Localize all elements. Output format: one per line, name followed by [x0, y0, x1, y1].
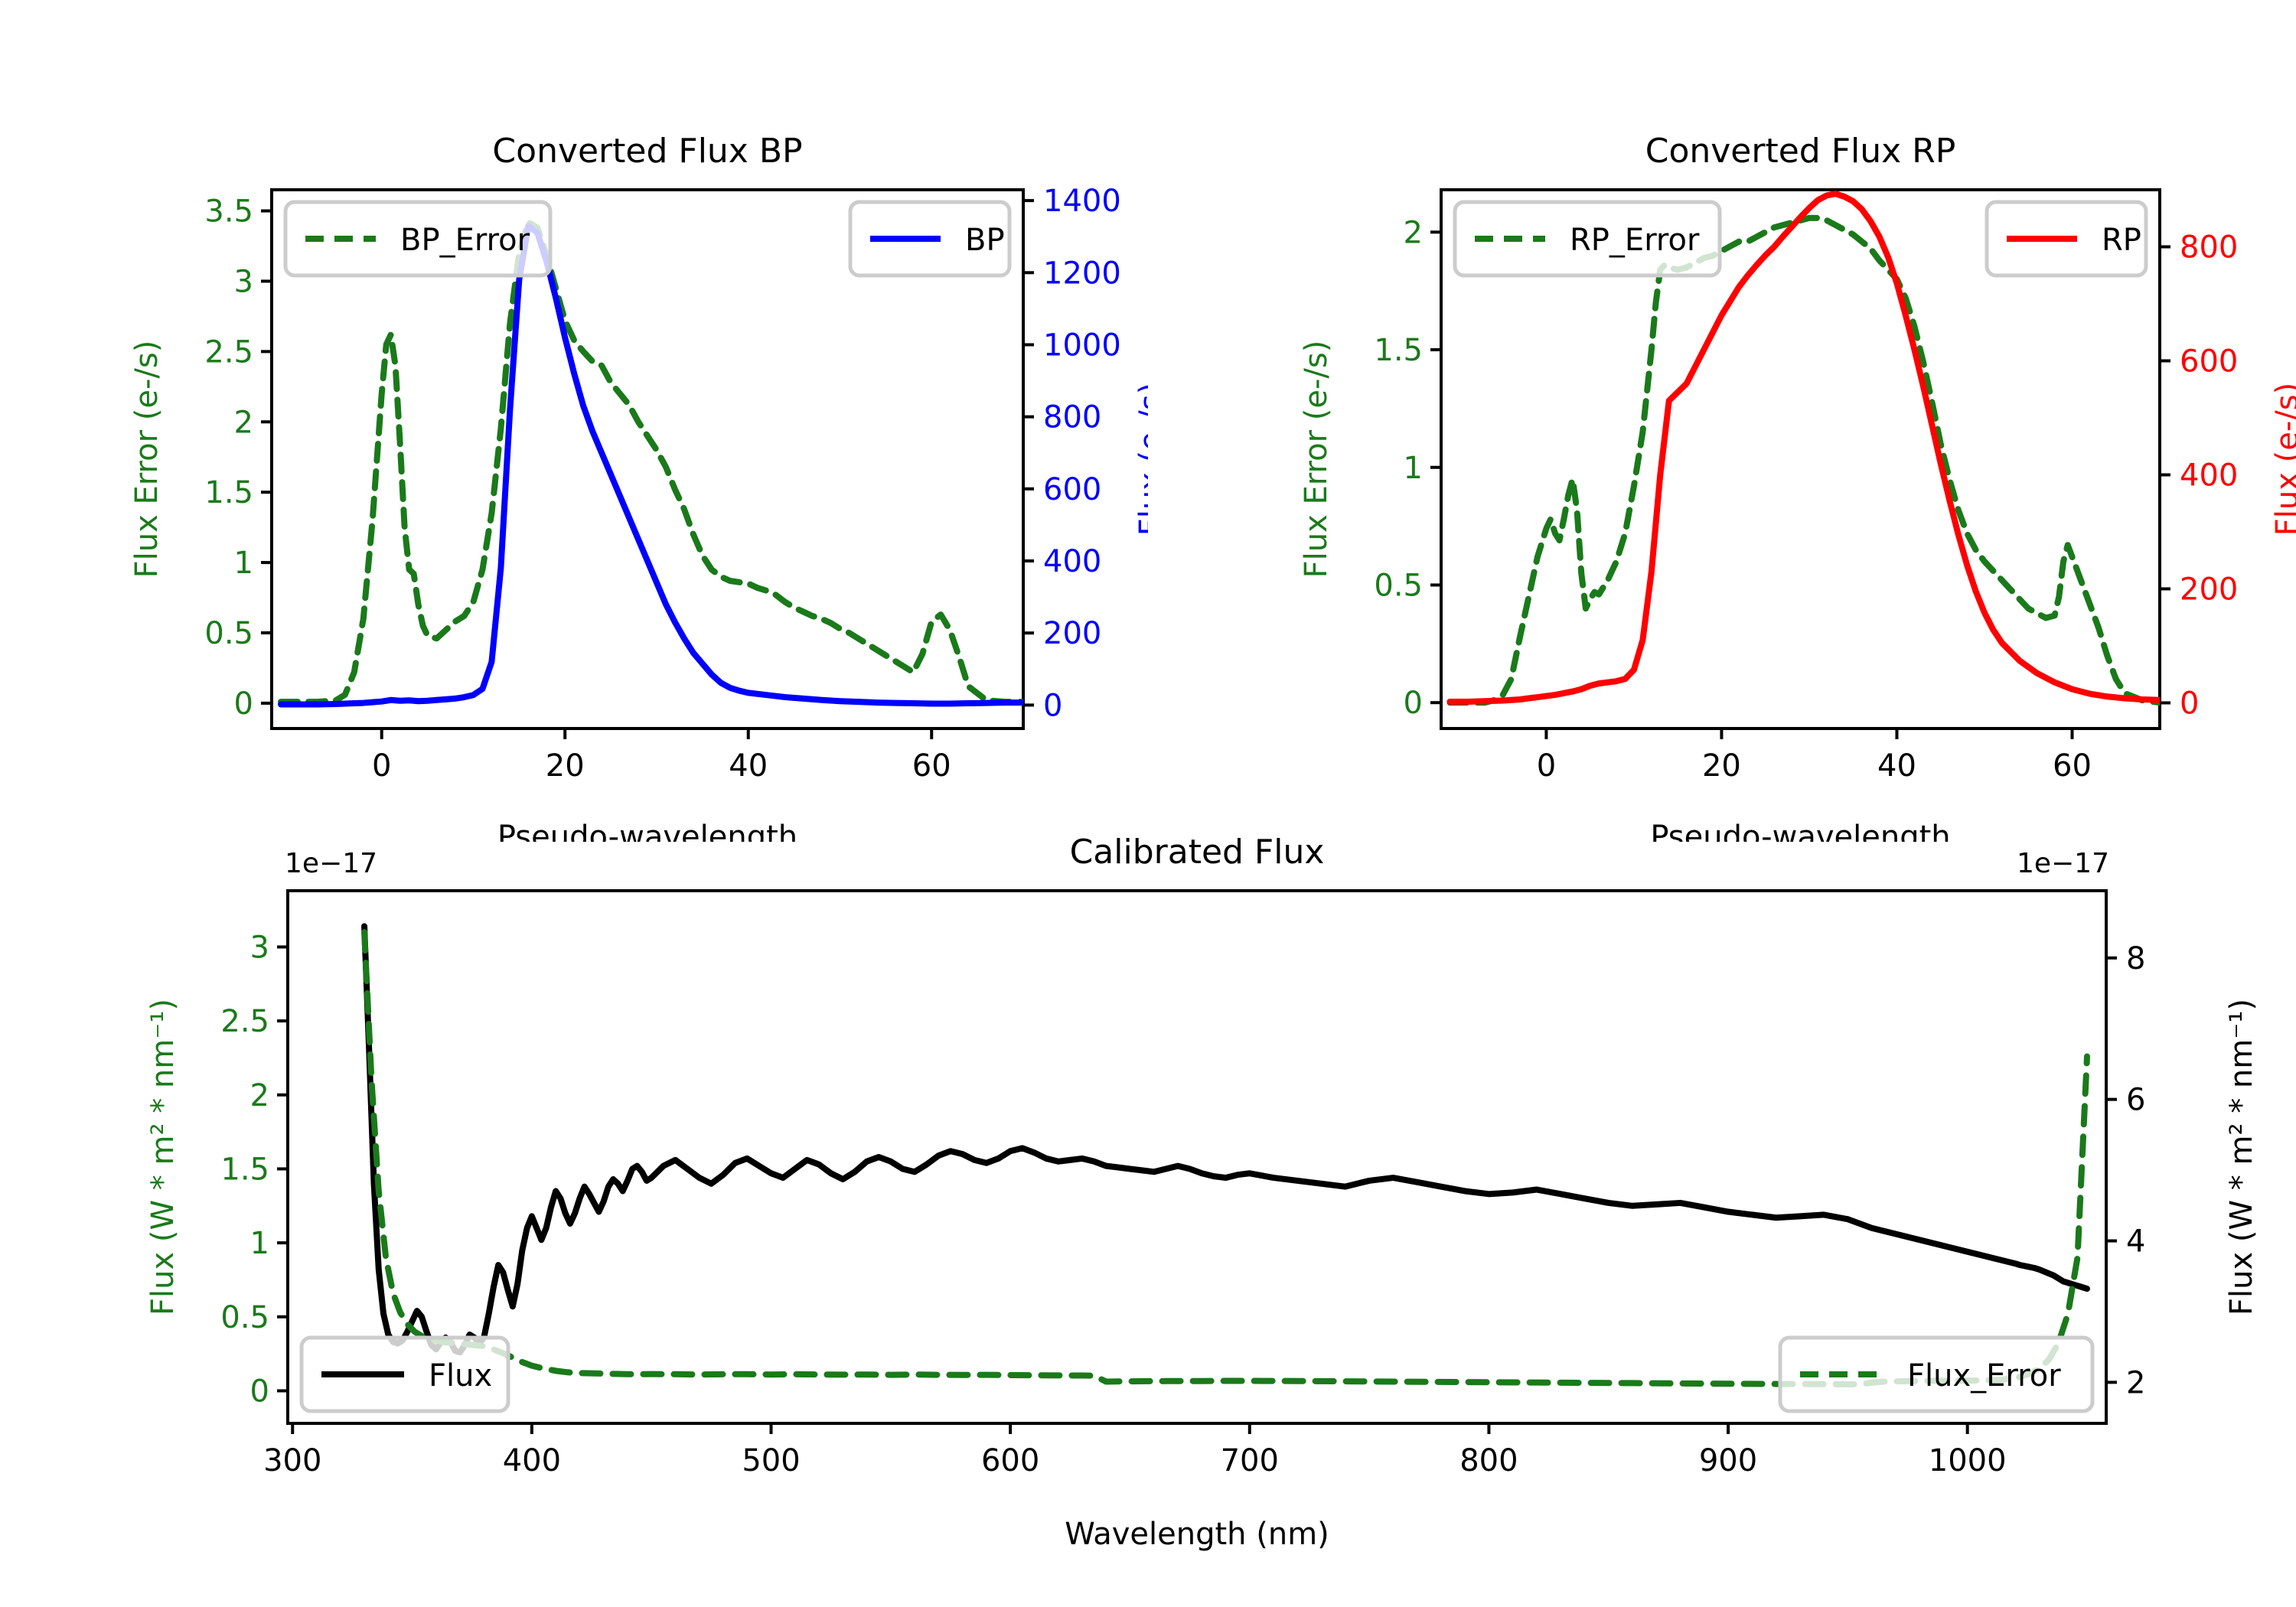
y-tick-label-left: 2 — [234, 405, 253, 440]
panel-converted-flux-rp: 0 20 40 60 0 0.5 1 1.5 2 0 200 400 600 800 Converted F… — [1148, 0, 2296, 842]
chart-title: Converted Flux RP — [1645, 132, 1956, 171]
y-tick-label-left: 0 — [250, 1374, 269, 1409]
x-tick-label: 900 — [1699, 1443, 1757, 1478]
y-tick-label-left: 3 — [250, 930, 269, 965]
legend-box — [283, 200, 553, 278]
x-tick-label: 60 — [2053, 748, 2092, 784]
y-axis-label-left: Flux Error (e-/s) — [129, 341, 165, 579]
y-tick-label-left: 3 — [234, 264, 253, 299]
offset-text-left: 1e−17 — [285, 848, 377, 879]
y-tick-label-left: 1.5 — [204, 475, 253, 510]
x-tick-label: 500 — [742, 1443, 800, 1478]
legend-label: RP_Error — [1570, 223, 1700, 258]
series-line-flux — [361, 923, 2090, 1356]
y-tick-label-left: 2.5 — [204, 334, 253, 370]
series-line-rp — [1446, 191, 2160, 705]
y-tick-label-right: 800 — [2180, 230, 2238, 265]
y-tick-label-right: 400 — [1043, 544, 1101, 579]
x-axis-label: Pseudo-wavelength — [1650, 820, 1950, 842]
y-tick-label-left: 1.5 — [220, 1152, 269, 1187]
x-tick-label: 40 — [1877, 748, 1916, 784]
y-tick-label-right: 800 — [1043, 400, 1101, 435]
y-tick-label-right: 600 — [2180, 344, 2238, 379]
y-tick-label-right: 2 — [2126, 1365, 2145, 1400]
chart-title: Converted Flux BP — [492, 132, 802, 171]
legend-bp_error[interactable]: BP_Error — [283, 200, 553, 278]
y-tick-label-left: 1.5 — [1374, 333, 1423, 368]
chart-title: Calibrated Flux — [1070, 833, 1325, 872]
x-axis-label: Wavelength (nm) — [1065, 1517, 1329, 1552]
x-tick-label: 20 — [1702, 748, 1741, 784]
y-tick-label-right: 1000 — [1043, 328, 1121, 363]
y-tick-label-left: 2.5 — [220, 1004, 269, 1039]
x-tick-label: 600 — [981, 1443, 1039, 1478]
legend-flux_error[interactable]: Flux_Error — [1778, 1335, 2095, 1413]
y-tick-label-left: 2 — [1404, 215, 1423, 250]
x-tick-label: 20 — [546, 748, 585, 784]
x-tick-label: 700 — [1221, 1443, 1279, 1478]
legend-rp[interactable]: RP — [1985, 200, 2148, 278]
y-tick-label-right: 0 — [2180, 686, 2199, 721]
x-tick-label: 40 — [729, 748, 768, 784]
y-tick-label-left: 0 — [1404, 686, 1423, 721]
x-tick-label: 60 — [912, 748, 951, 784]
x-tick-label: 0 — [1537, 748, 1556, 784]
legend-label: BP — [965, 223, 1005, 258]
series-line-bp — [277, 223, 1023, 708]
y-tick-label-right: 1400 — [1043, 184, 1121, 219]
y-tick-label-left: 1 — [1404, 451, 1423, 486]
chart-bp-svg: 0 20 40 6000.511.522.533.502004006008001000… — [129, 132, 1148, 842]
y-tick-label-left: 0 — [234, 686, 253, 722]
y-tick-label-left: 3.5 — [204, 194, 253, 230]
legend-label: RP — [2102, 223, 2141, 258]
legend-label: BP_Error — [400, 223, 530, 258]
y-tick-label-right: 4 — [2126, 1224, 2145, 1260]
y-tick-label-left: 1 — [250, 1226, 269, 1261]
panel-converted-flux-bp: 0 20 40 60 0 0.5 1 1.5 2 2.5 3 3.5 0 200 400 600 800 1000… — [0, 0, 1148, 842]
y-tick-label-right: 400 — [2180, 458, 2238, 493]
y-tick-label-right: 6 — [2126, 1083, 2145, 1118]
plot-frame — [286, 889, 2108, 1425]
y-axis-label-left: Flux Error (e-/s) — [1299, 341, 1334, 579]
y-tick-label-right: 600 — [1043, 472, 1101, 507]
y-tick-label-right: 0 — [1043, 688, 1062, 723]
y-tick-label-right: 8 — [2126, 941, 2145, 976]
legend-box — [299, 1335, 510, 1413]
offset-text-right: 1e−17 — [2017, 848, 2109, 879]
x-axis-label: Pseudo-wavelength — [497, 820, 797, 842]
y-tick-label-left: 0.5 — [204, 616, 253, 651]
y-tick-label-left: 1 — [234, 546, 253, 581]
plot-frame — [1440, 188, 2161, 730]
x-tick-label: 0 — [372, 748, 391, 784]
y-axis-label-right: Flux (e-/s) — [1133, 383, 1148, 536]
legend-flux[interactable]: Flux — [299, 1335, 510, 1413]
legend-bp[interactable]: BP — [848, 200, 1012, 278]
x-tick-label: 300 — [263, 1443, 321, 1478]
legend-label: Flux_Error — [1907, 1358, 2061, 1393]
y-tick-label-left: 2 — [250, 1078, 269, 1113]
series-line-flux_error — [361, 929, 2090, 1387]
y-tick-label-right: 1200 — [1043, 256, 1121, 291]
y-tick-label-left: 0.5 — [1374, 568, 1423, 603]
panel-calibrated-flux: 300 400 500 600 700 800 900 1000 0 0.5 1 1.5 2 2.5 3 2 4… — [0, 826, 2296, 1607]
chart-calibrated-svg: 300 400 500 600 700 800 900 1000 0 0.5 1 1.5 2 2.5 3 2 4… — [145, 833, 2259, 1552]
y-tick-label-left: 0.5 — [220, 1300, 269, 1335]
legend-label: Flux — [429, 1358, 492, 1393]
legend-box — [1453, 200, 1722, 278]
plot-frame — [270, 188, 1025, 730]
y-tick-label-right: 200 — [1043, 616, 1101, 651]
series-line-bp_error — [277, 219, 1023, 706]
y-axis-label-right: Flux (W * m² * nm⁻¹) — [2224, 999, 2259, 1315]
y-axis-label-right: Flux (e-/s) — [2270, 383, 2296, 536]
legend-box — [1778, 1335, 2095, 1413]
x-tick-label: 1000 — [1929, 1443, 2007, 1478]
y-axis-label-left: Flux (W * m² * nm⁻¹) — [145, 999, 181, 1315]
x-tick-label: 800 — [1459, 1443, 1518, 1478]
x-tick-label: 400 — [503, 1443, 561, 1478]
legend-rp_error[interactable]: RP_Error — [1453, 200, 1722, 278]
y-tick-label-right: 200 — [2180, 572, 2238, 607]
series-line-rp_error — [1446, 214, 2160, 706]
